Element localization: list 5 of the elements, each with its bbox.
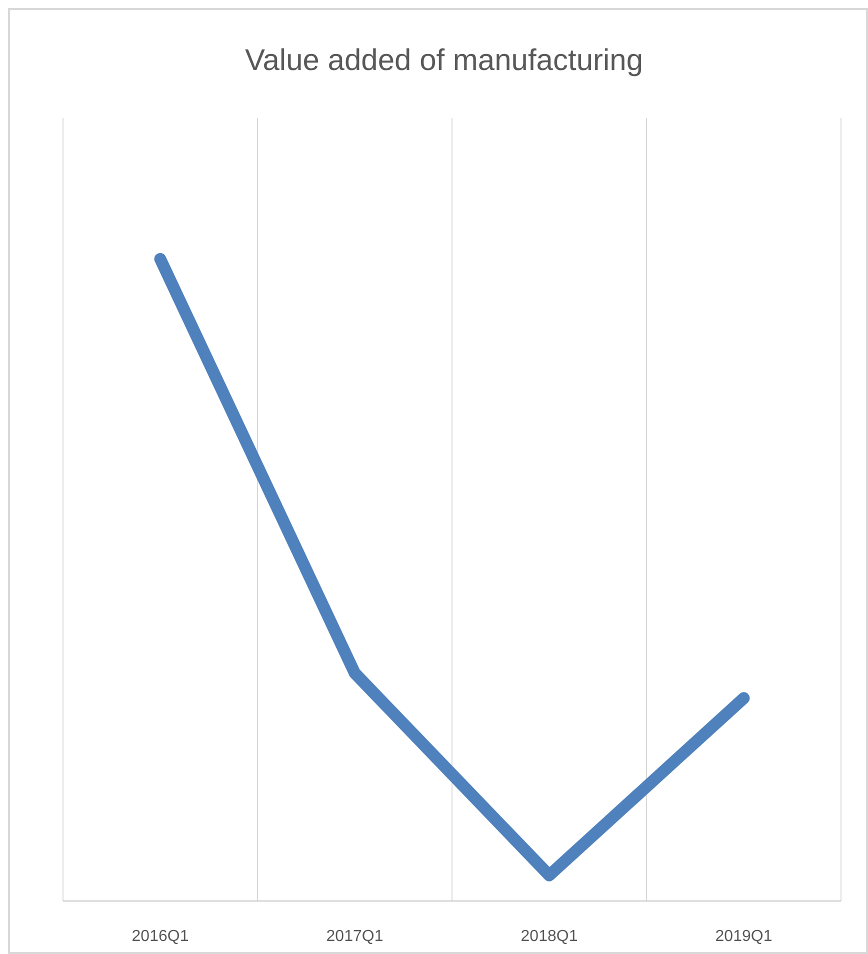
x-tick-label: 2019Q1 (715, 928, 772, 945)
x-tick-label: 2016Q1 (132, 928, 189, 945)
chart-title: Value added of manufacturing (244, 44, 644, 77)
x-tick-label: 2018Q1 (520, 928, 578, 945)
x-tick-label: 2017Q1 (326, 928, 384, 945)
